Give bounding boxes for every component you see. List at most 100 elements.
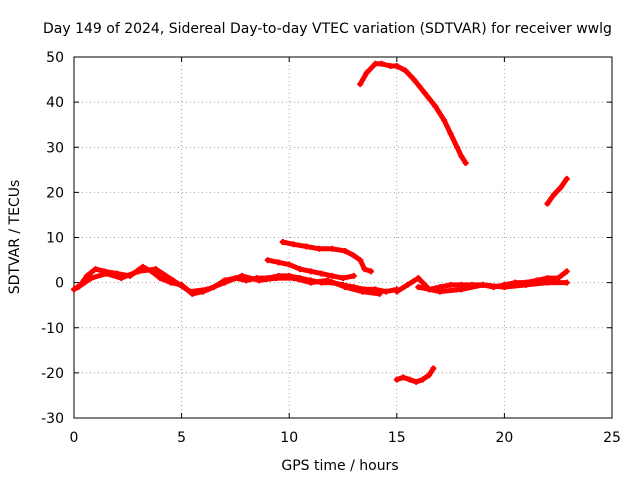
- data-point: [279, 239, 286, 246]
- y-tick-label: -10: [41, 321, 64, 337]
- x-tick-label: 20: [495, 430, 513, 446]
- y-tick-label: 40: [46, 95, 64, 111]
- data-point: [273, 275, 280, 282]
- series-track-low: [393, 365, 437, 385]
- y-axis-label: SDTVAR / TECUs: [7, 180, 23, 295]
- y-tick-label: -30: [41, 411, 64, 427]
- data-point: [350, 252, 357, 259]
- data-point: [404, 281, 411, 288]
- data-point: [387, 63, 394, 70]
- data-point: [316, 245, 323, 252]
- data-point: [329, 272, 336, 279]
- data-point: [350, 272, 357, 279]
- y-tick-label: 10: [46, 231, 64, 247]
- y-tick-label: 50: [46, 50, 64, 66]
- data-series: [71, 60, 570, 385]
- data-point: [544, 200, 551, 207]
- data-point: [563, 268, 570, 275]
- data-point: [307, 279, 314, 286]
- series-track-high-arc: [357, 60, 469, 167]
- series-baseline-track-d: [415, 279, 570, 295]
- data-point: [264, 257, 271, 264]
- data-point: [92, 266, 99, 273]
- series-line: [280, 239, 374, 274]
- series-track-right-rise: [544, 175, 570, 207]
- data-point: [88, 275, 95, 282]
- data-point: [83, 272, 90, 279]
- data-point: [426, 372, 433, 379]
- y-tick-label: 30: [46, 140, 64, 156]
- data-point: [169, 277, 176, 284]
- data-point: [413, 378, 420, 385]
- x-axis-label: GPS time / hours: [281, 458, 398, 474]
- data-point: [447, 281, 454, 288]
- data-point: [479, 281, 486, 288]
- data-point: [135, 268, 142, 275]
- data-point: [454, 144, 461, 151]
- data-point: [342, 248, 349, 255]
- series-line: [415, 280, 570, 295]
- data-point: [402, 67, 409, 74]
- grid-lines: [74, 57, 612, 418]
- x-tick-label: 0: [70, 430, 79, 446]
- data-point: [458, 153, 465, 160]
- data-point: [238, 272, 245, 279]
- data-point: [75, 284, 82, 291]
- data-point: [152, 266, 159, 273]
- series-track-upper-a: [279, 239, 374, 275]
- data-point: [318, 270, 325, 277]
- data-point: [563, 175, 570, 182]
- data-point: [432, 103, 439, 110]
- data-point: [286, 261, 293, 268]
- data-point: [441, 117, 448, 124]
- data-point: [557, 184, 564, 191]
- series-baseline-track-b: [75, 266, 383, 297]
- x-tick-label: 5: [177, 430, 186, 446]
- data-point: [118, 275, 125, 282]
- data-point: [303, 243, 310, 250]
- axis-ticks: 0 5 10 15 20 25 -30 -20 -10 0 10 20 30 40 50: [41, 50, 621, 446]
- data-point: [221, 279, 228, 286]
- data-point: [296, 266, 303, 273]
- y-tick-label: 0: [55, 276, 64, 292]
- data-point: [550, 191, 557, 198]
- series-track-upper-b: [264, 257, 357, 282]
- data-point: [383, 288, 390, 295]
- data-point: [357, 257, 364, 264]
- data-point: [372, 60, 379, 67]
- data-point: [103, 270, 110, 277]
- data-point: [501, 284, 508, 291]
- data-point: [436, 288, 443, 295]
- data-point: [415, 284, 422, 291]
- data-point: [462, 160, 469, 167]
- data-point: [447, 130, 454, 137]
- data-point: [290, 241, 297, 248]
- data-point: [329, 245, 336, 252]
- x-tick-label: 10: [280, 430, 298, 446]
- y-tick-label: -20: [41, 366, 64, 382]
- chart-title: Day 149 of 2024, Sidereal Day-to-day VTE…: [43, 21, 612, 37]
- data-point: [357, 81, 364, 88]
- data-point: [361, 266, 368, 273]
- data-point: [406, 376, 413, 383]
- data-point: [342, 284, 349, 291]
- data-point: [157, 275, 164, 282]
- data-point: [544, 279, 551, 286]
- data-point: [378, 60, 385, 67]
- data-point: [324, 277, 331, 284]
- x-tick-label: 15: [388, 430, 406, 446]
- data-point: [340, 275, 346, 282]
- data-point: [359, 288, 366, 295]
- data-point: [563, 279, 570, 286]
- data-point: [363, 69, 370, 76]
- data-point: [187, 288, 194, 295]
- series-line: [544, 176, 570, 207]
- data-point: [307, 268, 314, 275]
- data-point: [204, 286, 211, 293]
- data-point: [419, 376, 426, 383]
- data-point: [430, 365, 437, 372]
- data-point: [256, 277, 263, 284]
- data-point: [393, 288, 400, 295]
- data-point: [522, 281, 529, 288]
